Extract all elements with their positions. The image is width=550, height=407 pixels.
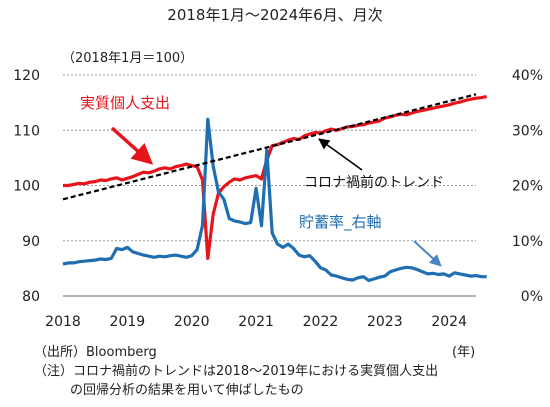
x-tick-label: 2023 <box>367 314 403 330</box>
annotation-arrow <box>318 138 363 171</box>
y-right-tick-label: 10% <box>512 234 543 250</box>
y-right-tick-label: 0% <box>521 289 543 305</box>
x-tick-label: 2021 <box>238 314 274 330</box>
series-label-spending: 実質個人支出 <box>80 94 170 112</box>
y-right-tick-label: 20% <box>512 179 543 195</box>
series-line <box>62 93 477 201</box>
annotation-arrow <box>413 240 442 267</box>
y-right-tick-label: 40% <box>512 68 543 84</box>
series-label-trend: コロナ禍前のトレンド <box>304 174 444 191</box>
x-tick-label: 2022 <box>303 314 339 330</box>
tick-labels: 80 90 100 110 120 0% 10% 20% 30% 40% 2018 2019 2020 2… <box>13 68 543 330</box>
y-right-tick-label: 30% <box>512 123 543 139</box>
annotation-arrow <box>110 126 154 165</box>
y-left-tick-label: 120 <box>13 68 40 84</box>
chart-title: 2018年1月～2024年6月、月次 <box>167 6 383 24</box>
x-tick-label: 2019 <box>110 314 146 330</box>
y-left-tick-label: 100 <box>13 179 40 195</box>
footnote-line-2: の回帰分析の結果を用いて伸ばしたもの <box>70 383 304 398</box>
series-label-saving-rate: 貯蓄率_右軸 <box>299 213 382 232</box>
y-left-tick-label: 90 <box>22 234 40 250</box>
source-note: （出所）Bloomberg <box>34 345 157 360</box>
left-axis-unit: （2018年1月＝100） <box>62 51 194 66</box>
series-line <box>62 117 487 283</box>
y-left-tick-label: 80 <box>22 289 40 305</box>
x-tick-label: 2024 <box>431 314 467 330</box>
x-axis-unit: (年) <box>452 345 476 360</box>
gridlines <box>63 74 476 242</box>
x-tick-label: 2020 <box>174 314 210 330</box>
x-tick-label: 2018 <box>45 314 81 330</box>
series-lines <box>62 93 488 283</box>
footnote-line-1: （注）コロナ禍前のトレンドは2018～2019年における実質個人支出 <box>34 364 439 379</box>
y-left-tick-label: 110 <box>13 123 40 139</box>
